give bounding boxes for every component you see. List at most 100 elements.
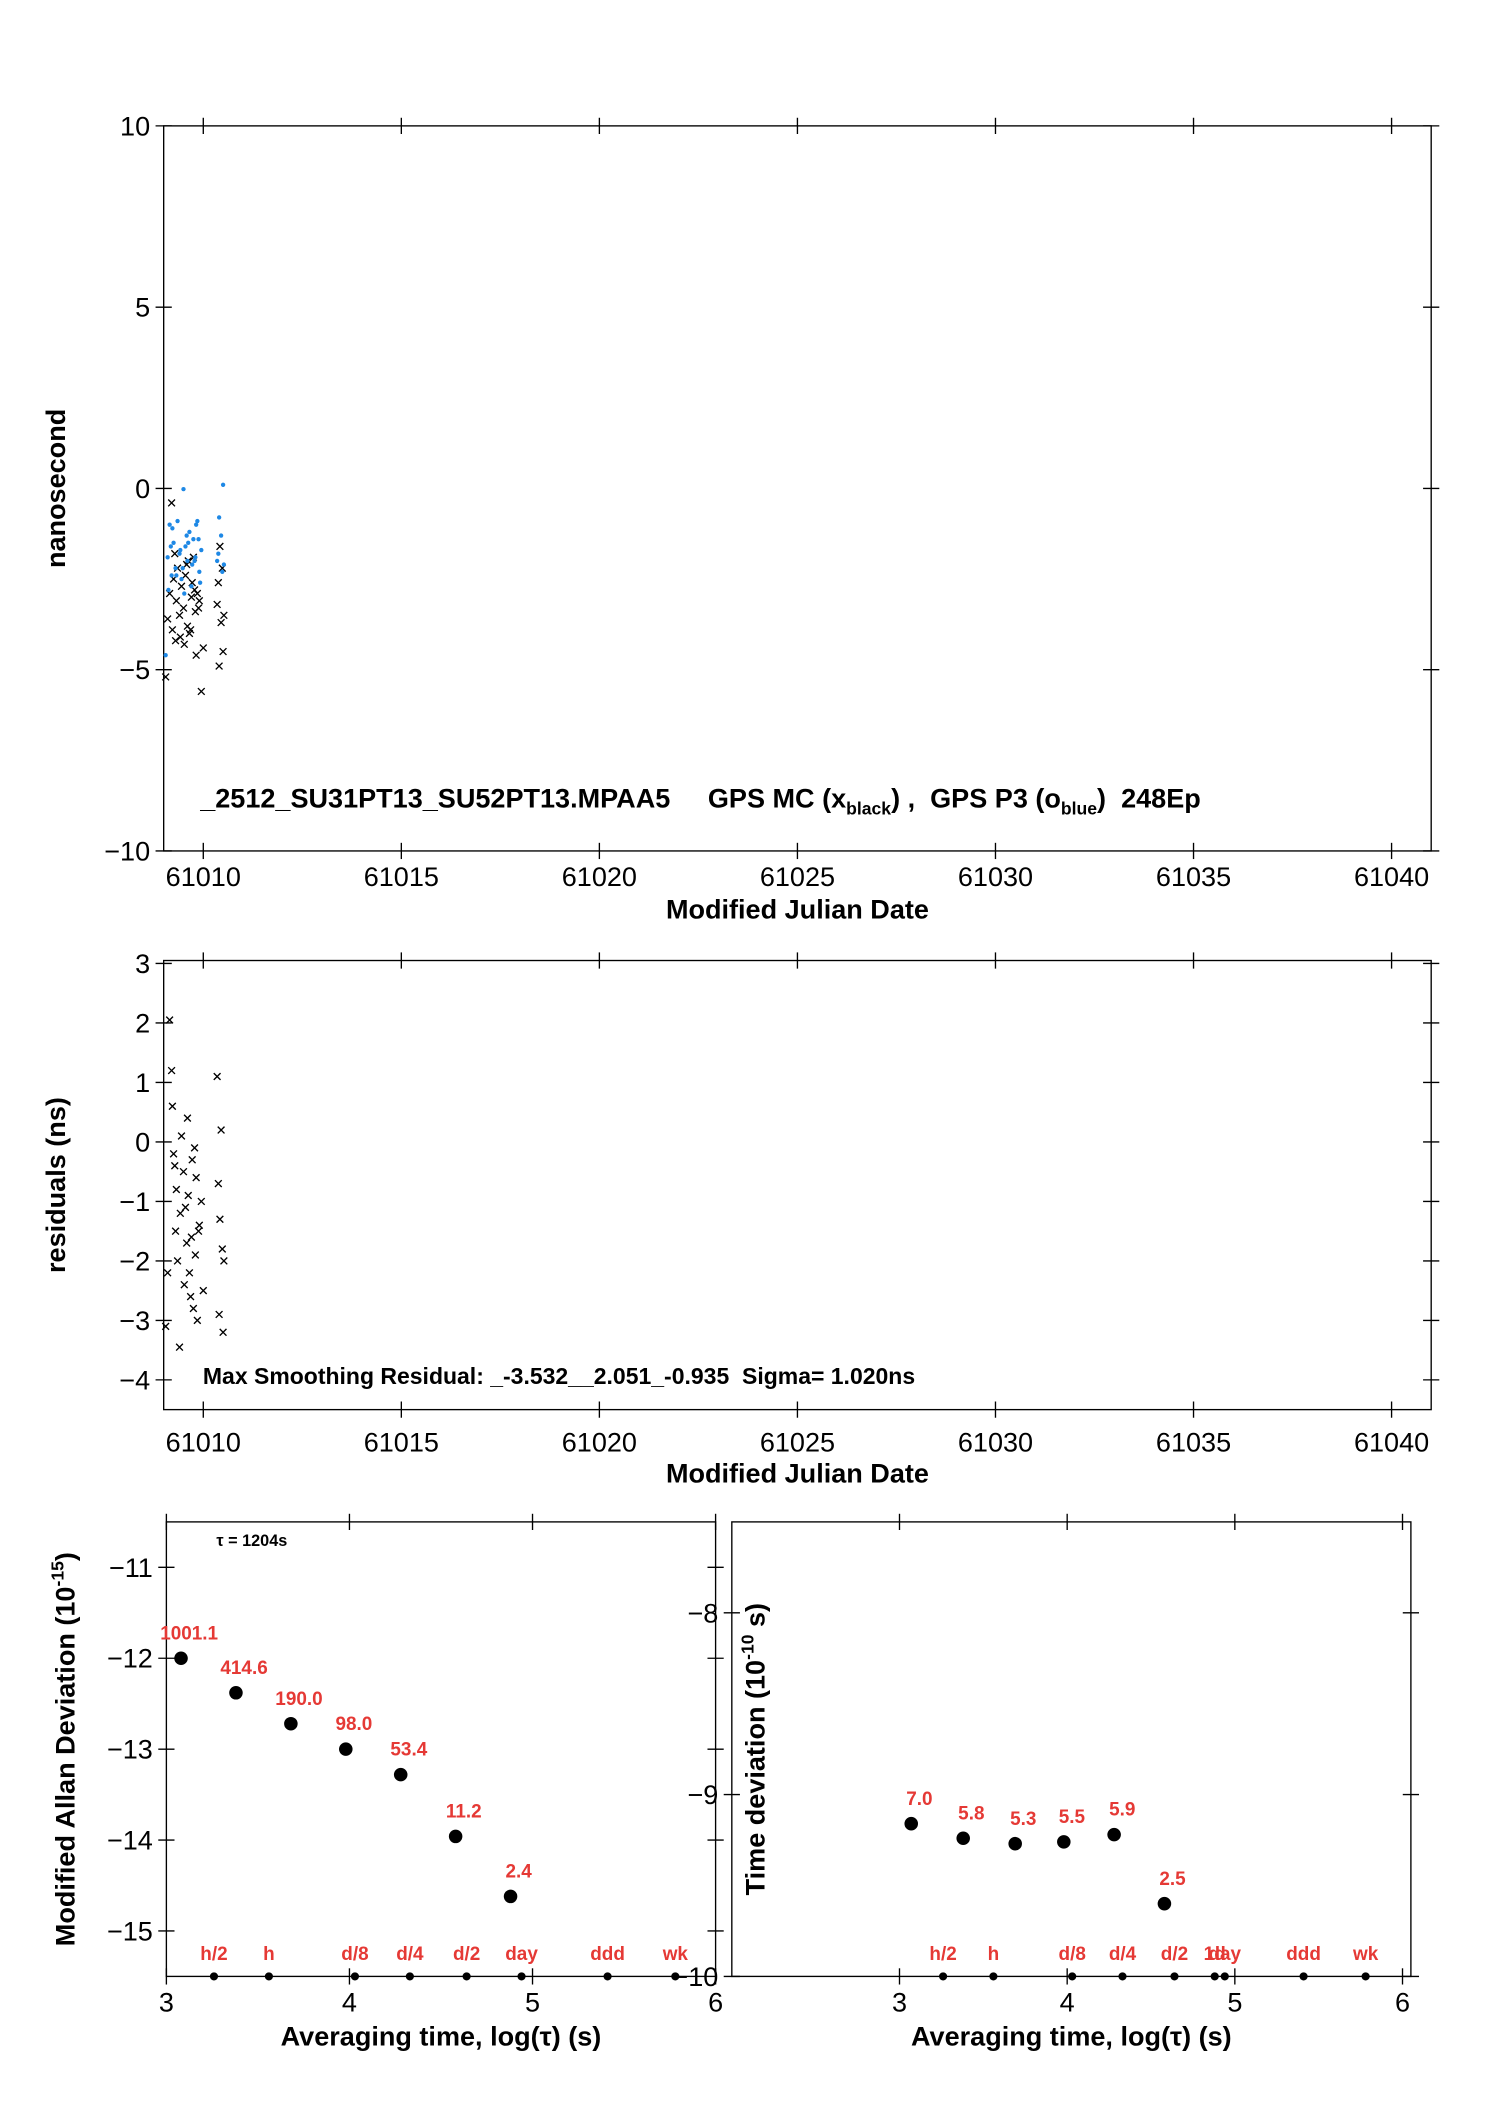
point bbox=[197, 580, 203, 585]
point bbox=[168, 1102, 177, 1111]
point-label: 7.0 bbox=[906, 1789, 932, 1810]
point-label: 98.0 bbox=[335, 1714, 372, 1735]
marker-dot bbox=[1220, 1972, 1229, 1981]
annotation-part: blue bbox=[1061, 798, 1097, 818]
x-tick-label: 4 bbox=[1060, 1988, 1075, 2018]
point bbox=[180, 566, 185, 571]
annotation-part: Max Smoothing Residual: _-3.532__2.051_-… bbox=[203, 1363, 915, 1389]
marker-label: h/2 bbox=[200, 1944, 227, 1965]
point bbox=[199, 644, 208, 652]
annotation: _2512_SU31PT13_SU52PT13.MPAA5 GPS MC (xb… bbox=[199, 784, 1201, 819]
point bbox=[181, 571, 190, 580]
note: τ = 1204s bbox=[216, 1532, 287, 1550]
point-label: 414.6 bbox=[220, 1658, 267, 1679]
y-axis-title-part: -15 bbox=[48, 1561, 68, 1587]
point bbox=[169, 1149, 178, 1158]
marker-label: d/8 bbox=[341, 1944, 368, 1965]
point bbox=[216, 1215, 224, 1224]
point bbox=[193, 1316, 202, 1325]
point bbox=[184, 1191, 193, 1200]
point bbox=[192, 558, 197, 564]
point bbox=[183, 544, 188, 549]
x-axis-title: Modified Julian Date bbox=[666, 895, 929, 925]
marker-dot bbox=[517, 1972, 526, 1981]
marker-dot bbox=[1118, 1972, 1127, 1981]
point bbox=[186, 1292, 195, 1301]
y-axis-title: Modified Allan Deviation (10-15) bbox=[48, 1552, 81, 1946]
y-tick-label: −12 bbox=[107, 1644, 153, 1674]
y-axis-title-part: Time deviation (10 bbox=[740, 1660, 770, 1896]
point bbox=[165, 555, 170, 560]
marker-label: h bbox=[988, 1944, 1000, 1965]
point bbox=[177, 551, 182, 556]
y-tick-label: −3 bbox=[119, 1306, 150, 1336]
point bbox=[165, 1016, 174, 1024]
y-axis-title-part: Modified Allan Deviation (10 bbox=[50, 1587, 80, 1947]
point bbox=[188, 1155, 197, 1164]
y-tick-label: 5 bbox=[135, 293, 150, 323]
point bbox=[170, 549, 179, 558]
point bbox=[182, 591, 187, 596]
point bbox=[193, 522, 199, 527]
point bbox=[175, 1343, 184, 1352]
y-tick-label: −15 bbox=[107, 1916, 153, 1946]
x-tick-label: 6 bbox=[1395, 1988, 1410, 2018]
point bbox=[163, 1268, 172, 1277]
point bbox=[196, 537, 201, 542]
marker-dot bbox=[264, 1972, 273, 1981]
y-tick-label: 0 bbox=[135, 1127, 150, 1157]
x-tick-label: 61015 bbox=[364, 1428, 439, 1458]
x-tick-label: 61035 bbox=[1156, 862, 1231, 892]
y-tick-label: −14 bbox=[107, 1826, 153, 1856]
marker-dot bbox=[1361, 1972, 1370, 1981]
point bbox=[170, 526, 175, 531]
point bbox=[220, 482, 226, 487]
x-tick-label: 61010 bbox=[166, 1428, 241, 1458]
y-tick-label: 3 bbox=[135, 949, 150, 979]
annotation: Max Smoothing Residual: _-3.532__2.051_-… bbox=[203, 1363, 915, 1389]
point bbox=[195, 518, 200, 524]
marker-dot bbox=[350, 1972, 360, 1981]
x-tick-label: 61020 bbox=[562, 862, 637, 892]
y-tick-label: −9 bbox=[687, 1780, 718, 1810]
y-tick-label: 2 bbox=[135, 1008, 150, 1038]
point bbox=[1008, 1836, 1022, 1851]
point-label: 11.2 bbox=[446, 1801, 482, 1822]
point bbox=[183, 1114, 192, 1123]
point bbox=[187, 593, 196, 602]
x-axis-title: Averaging time, log(τ) (s) bbox=[911, 2021, 1232, 2051]
x-tick-label: 4 bbox=[342, 1988, 357, 2018]
point bbox=[220, 1257, 228, 1265]
x-tick-label: 5 bbox=[525, 1988, 540, 2018]
marker-dot bbox=[1210, 1972, 1219, 1981]
point bbox=[220, 611, 228, 620]
marker-label: ddd bbox=[590, 1944, 625, 1965]
point bbox=[219, 647, 227, 656]
marker-label: h/2 bbox=[929, 1944, 956, 1965]
point bbox=[215, 1310, 223, 1319]
y-tick-label: −1 bbox=[119, 1187, 150, 1217]
point bbox=[339, 1742, 353, 1756]
y-axis-title-part: -10 bbox=[737, 1634, 757, 1660]
point bbox=[171, 540, 176, 545]
marker-dot bbox=[671, 1972, 680, 1981]
x-tick-label: 61020 bbox=[562, 1428, 637, 1458]
y-tick-label: −10 bbox=[672, 1962, 718, 1992]
point bbox=[181, 486, 186, 492]
point bbox=[216, 551, 221, 556]
point-label: 5.8 bbox=[958, 1803, 984, 1824]
y-tick-label: −2 bbox=[119, 1246, 150, 1276]
point bbox=[171, 1227, 180, 1236]
point bbox=[170, 1161, 179, 1170]
point bbox=[189, 1304, 198, 1313]
point bbox=[197, 687, 206, 696]
y-axis-title: nanosecond bbox=[41, 409, 71, 568]
x-tick-label: 61030 bbox=[958, 1428, 1033, 1458]
marker-dot bbox=[939, 1972, 948, 1981]
marker-dot bbox=[989, 1972, 998, 1981]
point bbox=[192, 651, 201, 660]
marker-label: day bbox=[505, 1944, 538, 1965]
point bbox=[199, 1286, 208, 1295]
point bbox=[214, 578, 223, 587]
marker-dot bbox=[405, 1972, 414, 1981]
